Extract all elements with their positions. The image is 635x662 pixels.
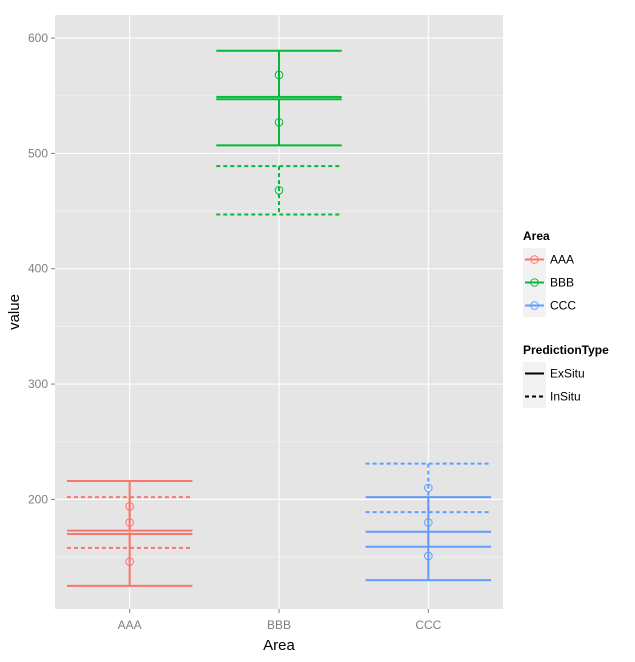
legend-item: AAA — [523, 248, 574, 271]
y-tick-label: 600 — [28, 31, 48, 45]
x-tick-label: CCC — [415, 618, 441, 632]
data-point — [125, 557, 134, 567]
errorbar — [216, 98, 342, 147]
legend-point — [530, 278, 539, 287]
legend-point — [530, 255, 539, 264]
data-point — [274, 70, 284, 80]
x-tick-label: BBB — [267, 618, 291, 632]
legend-label: CCC — [550, 299, 576, 313]
data-point — [424, 483, 433, 493]
errorbar — [66, 496, 193, 549]
errorbar — [365, 496, 492, 548]
legend-item: CCC — [523, 294, 576, 317]
errorbar — [216, 49, 342, 98]
legend-title: PredictionType — [523, 343, 609, 357]
data-point — [125, 502, 134, 511]
errorbar — [365, 462, 492, 514]
data-point — [274, 186, 284, 195]
data-point — [274, 117, 284, 127]
x-axis-title: Area — [263, 637, 295, 654]
legend-item: BBB — [523, 271, 574, 294]
y-axis-title: value — [6, 294, 23, 330]
y-axis: 200 300 400 500 600 — [28, 31, 55, 506]
legend-item: InSitu — [523, 385, 581, 408]
y-tick-label: 200 — [28, 492, 48, 506]
legend-item: ExSitu — [523, 362, 585, 385]
data-point — [424, 518, 433, 527]
y-tick-label: 300 — [28, 377, 48, 391]
y-tick-label: 400 — [28, 262, 48, 276]
data-point — [424, 551, 433, 561]
legend-label: BBB — [550, 276, 574, 290]
legend-label: InSitu — [550, 390, 581, 404]
errorbar — [216, 165, 342, 216]
legend-title: Area — [523, 229, 550, 243]
x-tick-label: AAA — [118, 618, 142, 632]
data-marks — [66, 49, 492, 587]
x-axis: AAA BBB CCC — [118, 609, 442, 632]
legend-label: AAA — [550, 253, 574, 267]
legend-point — [530, 301, 539, 310]
y-tick-label: 500 — [28, 146, 48, 160]
legend-label: ExSitu — [550, 367, 585, 381]
